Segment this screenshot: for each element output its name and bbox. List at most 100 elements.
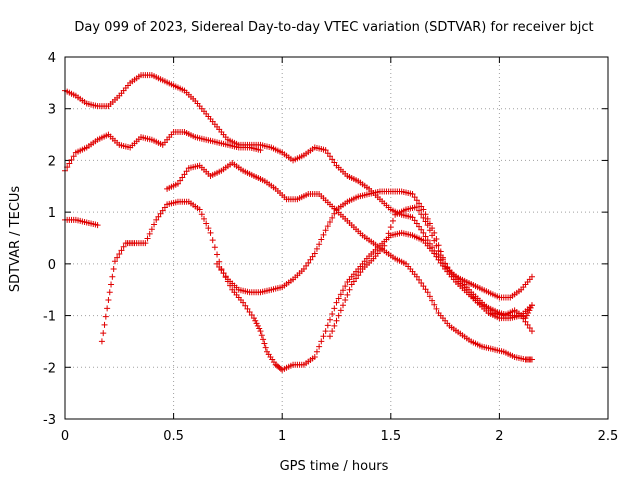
data-point: [106, 289, 113, 296]
data-point: [252, 317, 259, 324]
data-point: [326, 333, 333, 340]
data-point: [118, 247, 125, 254]
data-point: [337, 291, 344, 298]
data-point: [153, 216, 160, 223]
data-point: [528, 356, 535, 363]
data-point: [316, 343, 323, 350]
y-tick-label: 4: [48, 51, 56, 66]
data-point: [196, 206, 203, 213]
data-point: [313, 348, 320, 355]
data-point: [381, 242, 388, 249]
x-tick-label: 2: [495, 429, 503, 444]
data-point: [240, 299, 247, 306]
data-point: [155, 213, 162, 220]
data-point: [161, 204, 168, 211]
data-point: [433, 253, 440, 260]
data-point: [528, 328, 535, 335]
data-point: [422, 233, 429, 240]
data-point: [418, 226, 425, 233]
data-point: [244, 305, 251, 312]
data-point: [146, 230, 153, 237]
data-point: [411, 194, 418, 201]
data-point: [148, 226, 155, 233]
data-point: [329, 328, 336, 335]
data-point: [333, 299, 340, 306]
data-point: [324, 150, 331, 157]
data-point: [331, 305, 338, 312]
data-point: [413, 197, 420, 204]
data-point: [216, 263, 223, 270]
data-point: [420, 229, 427, 236]
data-point: [322, 328, 329, 335]
data-point: [207, 229, 214, 236]
data-point: [383, 236, 390, 243]
data-point: [70, 153, 77, 160]
data-point: [527, 304, 534, 311]
data-point: [342, 297, 349, 304]
data-point: [262, 344, 269, 351]
data-point: [320, 231, 327, 238]
x-tick-label: 2.5: [598, 429, 619, 444]
data-point: [261, 340, 268, 347]
data-point: [439, 256, 446, 263]
data-point: [105, 297, 112, 304]
data-point: [311, 250, 318, 257]
y-tick-label: 2: [48, 154, 56, 169]
data-point: [179, 174, 186, 181]
data-point: [335, 312, 342, 319]
data-point: [94, 222, 101, 229]
data-point: [418, 211, 425, 218]
data-point: [109, 273, 116, 280]
series-track-7: [326, 203, 535, 340]
data-point: [342, 283, 349, 290]
data-point: [183, 168, 190, 175]
data-point: [329, 156, 336, 163]
data-point: [205, 225, 212, 232]
x-tick-label: 1: [278, 429, 286, 444]
data-point: [318, 236, 325, 243]
x-tick-label: 0: [61, 429, 69, 444]
data-point: [418, 203, 425, 210]
series-track-2: [62, 128, 264, 174]
data-point: [422, 218, 429, 225]
data-point: [181, 171, 188, 178]
data-point: [116, 251, 123, 258]
data-point: [331, 210, 338, 217]
data-point: [444, 264, 451, 271]
x-axis-label: GPS time / hours: [280, 459, 389, 474]
data-point: [258, 332, 265, 339]
data-point: [420, 214, 427, 221]
data-point: [329, 311, 336, 318]
data-point: [528, 273, 535, 280]
data-point: [524, 321, 531, 328]
data-point: [68, 156, 75, 163]
data-point: [442, 260, 449, 267]
data-point: [326, 218, 333, 225]
data-point: [98, 338, 105, 345]
data-point: [214, 260, 221, 267]
y-tick-label: 3: [48, 103, 56, 118]
data-point: [110, 266, 117, 273]
data-point: [322, 147, 329, 154]
data-point: [174, 180, 181, 187]
data-point: [218, 267, 225, 274]
data-point: [340, 302, 347, 309]
data-point: [335, 295, 342, 302]
data-point: [114, 254, 121, 261]
data-point: [331, 322, 338, 329]
data-point: [344, 291, 351, 298]
series-track-3: [62, 216, 101, 229]
data-point: [416, 200, 423, 207]
data-point: [420, 283, 427, 290]
data-point: [420, 206, 427, 213]
data-point: [256, 325, 263, 332]
x-tick-label: 0.5: [163, 429, 184, 444]
data-point: [257, 328, 264, 335]
data-point: [409, 214, 416, 221]
data-point: [104, 305, 111, 312]
data-point: [424, 289, 431, 296]
data-point: [151, 221, 158, 228]
data-point: [211, 244, 218, 251]
data-point: [523, 312, 530, 319]
data-point: [214, 251, 221, 258]
